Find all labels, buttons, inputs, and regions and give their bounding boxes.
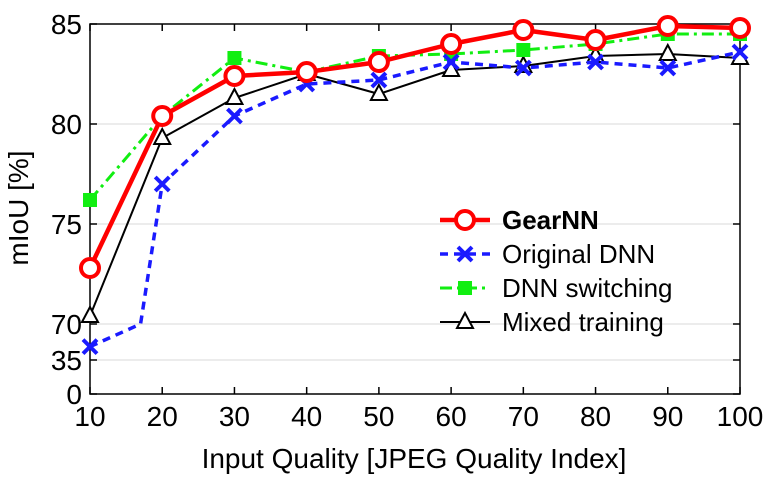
data-point-circle xyxy=(512,19,535,41)
legend-marker xyxy=(454,209,476,231)
data-point-circle xyxy=(367,51,390,73)
grid-lines xyxy=(90,123,740,361)
legend-label: Original DNN xyxy=(502,239,655,269)
data-point-x xyxy=(442,53,460,71)
legend-entry: Mixed training xyxy=(440,307,664,337)
data-point-circle xyxy=(729,17,751,39)
x-tick-label: 80 xyxy=(580,401,611,432)
series-line xyxy=(89,53,741,317)
y-tick-label: 35 xyxy=(51,345,82,376)
series-line xyxy=(89,50,741,349)
y-axis-title: mIoU [%] xyxy=(3,150,34,265)
x-tick-label: 40 xyxy=(291,401,322,432)
x-tick-label: 70 xyxy=(508,401,539,432)
data-point-triangle xyxy=(369,82,389,101)
marker-stroke xyxy=(226,107,243,125)
x-tick-label: 60 xyxy=(436,401,467,432)
data-point-x xyxy=(226,107,243,125)
legend-entry: DNN switching xyxy=(440,273,673,303)
data-point-x xyxy=(587,53,604,71)
marker-stroke xyxy=(370,71,388,89)
data-point-x xyxy=(731,43,749,61)
y-tick-label: 80 xyxy=(51,109,82,140)
marker-stroke xyxy=(514,59,532,77)
legend-marker xyxy=(456,245,474,263)
series-original-dnn xyxy=(81,43,749,356)
data-point-circle xyxy=(223,65,246,87)
legend-label: Mixed training xyxy=(502,307,664,337)
data-point-triangle xyxy=(658,42,678,61)
legend-entry: Original DNN xyxy=(440,239,655,269)
data-point-x xyxy=(370,71,388,89)
y-tick-label: 0 xyxy=(66,379,82,410)
x-tick-label: 90 xyxy=(652,401,683,432)
legend-marker xyxy=(458,281,472,295)
data-point-triangle xyxy=(152,126,172,145)
data-point-circle xyxy=(295,61,318,83)
data-point-triangle xyxy=(224,86,245,105)
axes xyxy=(89,23,741,395)
data-point-square xyxy=(227,51,242,65)
x-tick-label: 30 xyxy=(219,401,250,432)
x-axis-title: Input Quality [JPEG Quality Index] xyxy=(202,443,627,474)
x-tick-label: 10 xyxy=(74,401,105,432)
marker-stroke xyxy=(731,43,749,61)
series-lines xyxy=(79,15,751,356)
marker-stroke xyxy=(587,53,604,71)
x-tick-label: 50 xyxy=(363,401,394,432)
series-line xyxy=(87,23,741,269)
legend-label: GearNN xyxy=(502,205,599,235)
marker-stroke xyxy=(659,59,677,77)
plot-frame xyxy=(89,23,741,395)
data-point-x xyxy=(659,59,677,77)
data-point-circle xyxy=(79,257,101,279)
y-tick-label: 75 xyxy=(51,209,82,240)
x-tick-label: 20 xyxy=(147,401,178,432)
marker-stroke xyxy=(81,338,99,356)
data-point-circle xyxy=(151,105,174,127)
tick-labels: 035 70 75 80 85 10 20 30 40 50 60 70 80 90 100 xyxy=(51,9,764,432)
series-line xyxy=(88,32,740,201)
data-point-circle xyxy=(440,33,463,55)
data-point-circle xyxy=(584,29,607,51)
data-point-square xyxy=(83,193,97,207)
data-point-square xyxy=(516,43,531,57)
x-tick-label: 100 xyxy=(717,401,764,432)
y-tick-label: 85 xyxy=(51,9,82,40)
marker-stroke xyxy=(153,175,171,193)
series-gearnn xyxy=(79,15,751,279)
legend-label: DNN switching xyxy=(502,273,673,303)
marker-stroke xyxy=(456,245,474,263)
data-point-x xyxy=(153,175,171,193)
marker-stroke xyxy=(442,53,460,71)
data-point-x xyxy=(81,338,99,356)
legend-marker xyxy=(455,310,475,329)
y-tick-label: 70 xyxy=(51,309,82,340)
data-point-x xyxy=(514,59,532,77)
legend: GearNN Original DNN DNN switching Mixed tra… xyxy=(440,205,673,337)
data-point-triangle xyxy=(80,304,100,323)
legend-entry: GearNN xyxy=(440,205,599,235)
data-point-circle xyxy=(656,15,679,37)
